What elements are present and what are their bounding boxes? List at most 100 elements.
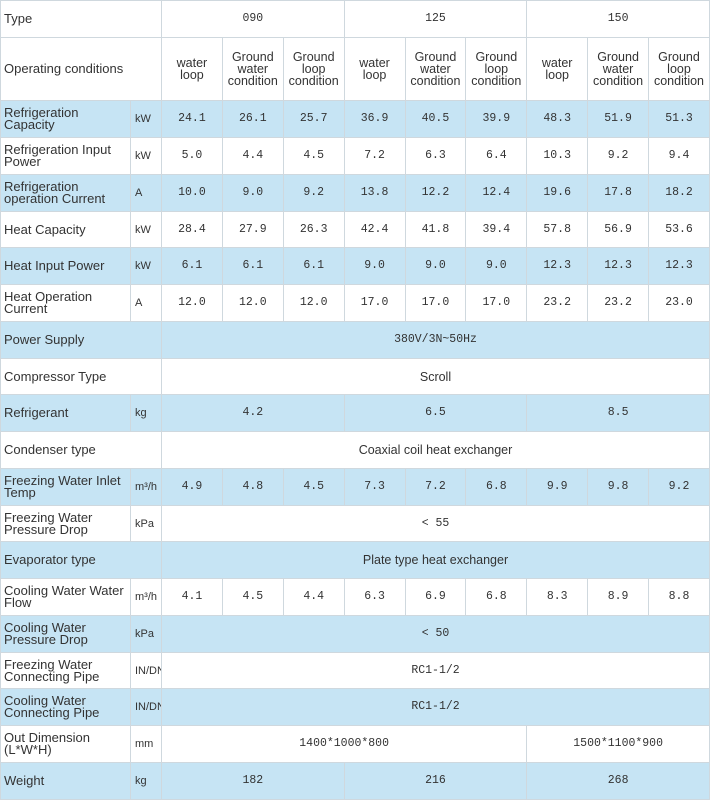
row-unit: A <box>130 173 162 212</box>
row-value: 19.6 <box>526 173 589 212</box>
row-value: 12.4 <box>465 173 528 212</box>
row-value: 12.3 <box>587 247 649 286</box>
row-value: 23.2 <box>526 284 589 322</box>
condition-header: Ground loop condition <box>465 37 528 102</box>
row-value: 7.2 <box>343 137 406 175</box>
table-row: Refrigerant kg 4.2 6.5 8.5 <box>0 394 710 433</box>
row-label: Power Supply <box>0 320 162 359</box>
row-value: 4.5 <box>282 137 345 175</box>
row-label: Refrigeration operation Current <box>0 173 131 212</box>
row-value: 6.8 <box>465 578 528 616</box>
row-label: Out Dimension (L*W*H) <box>0 725 131 763</box>
table-row: Condenser type Coaxial coil heat exchange… <box>0 431 710 469</box>
condition-header: water loop <box>526 37 589 102</box>
row-value: 7.3 <box>343 467 406 506</box>
table-row: Cooling Water Water Flow m³/h 4.1 4.5 4.4 6.3… <box>0 578 710 616</box>
row-value: 17.0 <box>404 284 467 322</box>
row-value: 23.2 <box>587 284 649 322</box>
table-row: Out Dimension (L*W*H) mm 1400*1000*800 1500… <box>0 725 710 763</box>
row-unit: m³/h <box>130 467 162 506</box>
row-value: 216 <box>343 761 528 800</box>
row-unit: kg <box>130 761 162 800</box>
row-value: 24.1 <box>161 100 223 139</box>
row-value: 7.2 <box>404 467 467 506</box>
condition-header: Ground water condition <box>587 37 649 102</box>
row-value: 4.5 <box>221 578 284 616</box>
table-row: Refrigeration Input Power kW 5.0 4.4 4.5 7.2 6… <box>0 137 710 175</box>
condition-header: Ground water condition <box>221 37 284 102</box>
row-label: Weight <box>0 761 131 800</box>
row-value: 26.3 <box>282 210 345 249</box>
condition-header: water loop <box>161 37 223 102</box>
row-value: Plate type heat exchanger <box>161 541 710 580</box>
row-unit: m³/h <box>130 578 162 616</box>
row-value: 41.8 <box>404 210 467 249</box>
row-unit: kW <box>130 247 162 286</box>
row-value: < 50 <box>161 614 710 653</box>
row-label: Compressor Type <box>0 357 162 396</box>
row-value: 6.5 <box>343 394 528 433</box>
table-row: Heat Capacity kW 28.4 27.9 26.3 42.4 41.8 39.4 5… <box>0 210 710 249</box>
row-value: 53.6 <box>648 210 710 249</box>
row-value: 51.3 <box>648 100 710 139</box>
table-row: Evaporator type Plate type heat exchanger <box>0 541 710 580</box>
row-label: Heat Input Power <box>0 247 131 286</box>
table-row: Heat Operation Current A 12.0 12.0 12.0 17.0 1… <box>0 284 710 322</box>
row-value: 18.2 <box>648 173 710 212</box>
model-header: 150 <box>526 0 710 39</box>
row-value: 1500*1100*900 <box>526 725 710 763</box>
row-value: 57.8 <box>526 210 589 249</box>
row-value: 6.9 <box>404 578 467 616</box>
row-value: 4.1 <box>161 578 223 616</box>
row-value: 9.4 <box>648 137 710 175</box>
row-unit: kW <box>130 100 162 139</box>
row-value: 9.2 <box>282 173 345 212</box>
row-value: 9.0 <box>465 247 528 286</box>
row-value: 6.1 <box>161 247 223 286</box>
row-value: Scroll <box>161 357 710 396</box>
row-label: Freezing Water Connecting Pipe <box>0 651 131 690</box>
row-value: 9.9 <box>526 467 589 506</box>
row-value: 17.0 <box>343 284 406 322</box>
condition-header: Ground loop condition <box>648 37 710 102</box>
row-label: Cooling Water Connecting Pipe <box>0 688 131 727</box>
row-value: 6.1 <box>221 247 284 286</box>
row-value: 268 <box>526 761 710 800</box>
row-value: 42.4 <box>343 210 406 249</box>
row-value: 6.8 <box>465 467 528 506</box>
row-label: Cooling Water Water Flow <box>0 578 131 616</box>
row-label: Freezing Water Inlet Temp <box>0 467 131 506</box>
row-label: Refrigerant <box>0 394 131 433</box>
table-row: Refrigeration Capacity kW 24.1 26.1 25.7 36.9… <box>0 100 710 139</box>
condition-header: Ground water condition <box>404 37 467 102</box>
row-value: 28.4 <box>161 210 223 249</box>
table-row: Type 090 125 150 <box>0 0 710 39</box>
condition-header: Ground loop condition <box>282 37 345 102</box>
row-value: 9.2 <box>587 137 649 175</box>
row-value: 8.8 <box>648 578 710 616</box>
row-value: 39.9 <box>465 100 528 139</box>
row-value: 9.2 <box>648 467 710 506</box>
table-row: Weight kg 182 216 268 <box>0 761 710 800</box>
row-value: 12.2 <box>404 173 467 212</box>
row-label: Condenser type <box>0 431 162 469</box>
row-unit: kPa <box>130 504 162 543</box>
row-value: < 55 <box>161 504 710 543</box>
table-row: Heat Input Power kW 6.1 6.1 6.1 9.0 9.0 9.0 12.3… <box>0 247 710 286</box>
row-label: Freezing Water Pressure Drop <box>0 504 131 543</box>
row-value: 51.9 <box>587 100 649 139</box>
row-value: 9.8 <box>587 467 649 506</box>
table-row: Power Supply 380V/3N~50Hz <box>0 320 710 359</box>
table-row: Compressor Type Scroll <box>0 357 710 396</box>
row-value: 9.0 <box>404 247 467 286</box>
table-row: Freezing Water Inlet Temp m³/h 4.9 4.8 4.5 7.… <box>0 467 710 506</box>
row-value: 5.0 <box>161 137 223 175</box>
row-value: 4.4 <box>221 137 284 175</box>
row-unit: A <box>130 284 162 322</box>
row-value: 25.7 <box>282 100 345 139</box>
row-value: 12.0 <box>221 284 284 322</box>
row-value: 17.8 <box>587 173 649 212</box>
row-value: 17.0 <box>465 284 528 322</box>
table-row: Freezing Water Connecting PipeIN/DNRC1-1… <box>0 651 710 690</box>
row-value: 10.0 <box>161 173 223 212</box>
